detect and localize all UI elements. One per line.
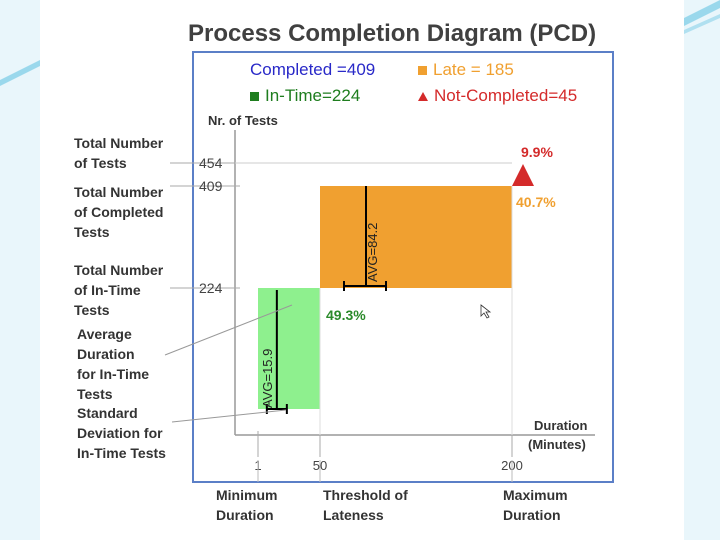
annotation-total-in-time: Total Number of In-Time Tests (74, 260, 163, 320)
annotation-line: Deviation for (77, 425, 163, 441)
legend-completed-label: Completed =409 (250, 60, 376, 79)
x-axis-title-line2: (Minutes) (528, 437, 586, 452)
avg-label-late: AVG=84.2 (365, 223, 380, 282)
pct-label-late: 40.7% (516, 194, 556, 210)
annotation-line: Duration (216, 507, 274, 523)
annotation-line: Total Number (74, 135, 164, 151)
chart-bars (258, 186, 513, 435)
annotation-line: Tests (74, 224, 110, 240)
y-tick-label: 454 (199, 155, 223, 171)
legend-late-label: Late = 185 (433, 60, 514, 79)
annotation-line: for In-Time (77, 366, 150, 382)
annotation-total-completed: Total Number of Completed Tests (74, 182, 163, 242)
not-completed-triangle (512, 164, 534, 186)
legend-in-time: In-Time=224 (250, 86, 360, 106)
y-tick-label: 409 (199, 178, 223, 194)
annotation-line: Average (77, 326, 132, 342)
annotation-line: Duration (503, 507, 561, 523)
left-stripe (0, 0, 40, 540)
annotation-line: Minimum (216, 487, 278, 503)
pct-label-not-completed: 9.9% (521, 144, 553, 160)
right-swoosh-2 (684, 14, 720, 34)
legend-in-time-swatch (250, 92, 259, 102)
annotation-line: of In-Time (74, 282, 141, 298)
annotation-line: Duration (77, 346, 135, 362)
annotation-line: of Tests (74, 155, 127, 171)
chart-axes: Nr. of TestsDuration(Minutes)22440945415… (170, 113, 595, 473)
mouse-cursor (480, 304, 492, 319)
annotation-line: of Completed (74, 204, 164, 220)
legend-not-completed-label: Not-Completed=45 (434, 86, 578, 105)
annotation-line: Standard (77, 405, 138, 421)
annotation-line: Tests (77, 386, 113, 402)
leader-std (171, 409, 287, 423)
leader-average (164, 304, 293, 356)
annotation-line: Lateness (323, 507, 384, 523)
legend-completed: Completed =409 (250, 60, 375, 80)
legend-late-swatch (418, 66, 427, 76)
right-stripe (684, 0, 720, 540)
right-swoosh (684, 0, 720, 26)
chart-title: Process Completion Diagram (PCD) (188, 20, 597, 47)
y-tick-label: 224 (199, 280, 223, 296)
leader-lines (164, 304, 513, 482)
annotation-line: Tests (74, 302, 110, 318)
annotation-threshold-lateness: Threshold of Lateness (323, 485, 408, 525)
annotation-line: In-Time Tests (77, 445, 166, 461)
left-swoosh (0, 60, 40, 86)
legend-in-time-label: In-Time=224 (265, 86, 361, 105)
annotation-line: Threshold of (323, 487, 408, 503)
x-axis-title-line1: Duration (534, 418, 588, 433)
annotation-line: Total Number (74, 262, 164, 278)
avg-label-in-time: AVG=15.9 (260, 349, 275, 408)
annotation-minimum-duration: Minimum Duration (216, 485, 277, 525)
chart-frame (192, 51, 614, 483)
annotation-line: Maximum (503, 487, 568, 503)
pct-label-in-time: 49.3% (326, 307, 366, 323)
legend-not-completed: Not-Completed=45 (418, 86, 577, 106)
annotation-line: Total Number (74, 184, 164, 200)
legend-late: Late = 185 (418, 60, 514, 80)
bar-in-time (258, 288, 320, 409)
chart-marks: AVG=15.9 49.3% AVG=84.2 40.7% 9.9% (260, 144, 556, 414)
y-axis-title: Nr. of Tests (208, 113, 278, 128)
annotation-total-tests: Total Number of Tests (74, 133, 163, 173)
annotation-standard-deviation: Standard Deviation for In-Time Tests (77, 403, 166, 463)
annotation-maximum-duration: Maximum Duration (503, 485, 568, 525)
annotation-average-duration: Average Duration for In-Time Tests (77, 324, 149, 404)
legend-not-completed-triangle (418, 92, 428, 102)
bar-late (320, 186, 512, 288)
